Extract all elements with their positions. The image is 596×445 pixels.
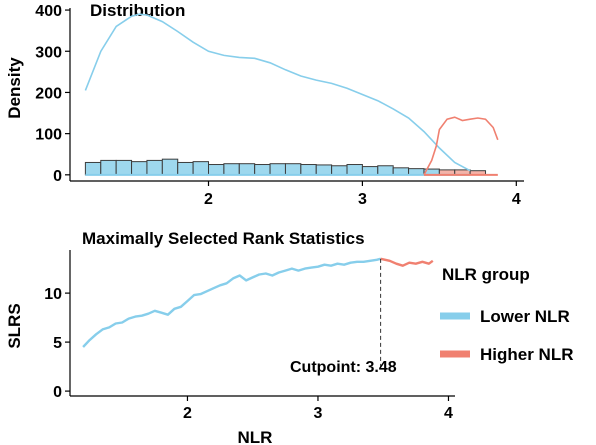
y-tick-label: 5 bbox=[53, 335, 62, 352]
y-tick-label: 0 bbox=[53, 384, 62, 401]
histogram-bar bbox=[115, 159, 133, 176]
rank-statistic-lines bbox=[82, 257, 434, 348]
x-tick-label: 2 bbox=[204, 191, 213, 208]
legend: NLR group Lower NLR Higher NLR bbox=[440, 265, 574, 364]
lower-density-line bbox=[84, 13, 471, 172]
rank-statistics-title: Maximally Selected Rank Statistics bbox=[82, 229, 365, 248]
x-axis-label: NLR bbox=[238, 428, 273, 445]
x-tick-label: 4 bbox=[444, 405, 453, 422]
histogram-bar bbox=[146, 159, 163, 176]
histogram-bar bbox=[346, 164, 363, 176]
histogram-bar bbox=[377, 165, 394, 176]
distribution-y-axis-label: Density bbox=[5, 57, 24, 119]
histogram-bar bbox=[208, 164, 225, 176]
histogram-bar bbox=[300, 164, 317, 176]
distribution-panel: Distribution Density 0 100 200 300 400 2 3 4 bbox=[5, 1, 524, 208]
rank-statistics-axes: 0 5 10 2 3 4 bbox=[44, 250, 455, 422]
y-tick-label: 200 bbox=[35, 85, 62, 102]
distribution-axes: 0 100 200 300 400 2 3 4 bbox=[35, 3, 524, 208]
histogram-bar bbox=[238, 163, 256, 176]
histogram-bar bbox=[177, 161, 194, 176]
histogram-bar bbox=[284, 163, 302, 176]
histogram-bar bbox=[315, 164, 333, 176]
density-lines bbox=[84, 13, 499, 176]
legend-items: Lower NLR Higher NLR bbox=[440, 307, 574, 364]
histogram-bar bbox=[131, 161, 148, 176]
y-tick-label: 10 bbox=[44, 286, 62, 303]
histogram-bar bbox=[161, 158, 179, 176]
x-tick-label: 3 bbox=[314, 405, 323, 422]
histogram-bar bbox=[254, 164, 271, 176]
x-tick-label: 3 bbox=[358, 191, 367, 208]
higher-rank-statistic-line bbox=[380, 257, 434, 267]
higher-density-line bbox=[423, 116, 499, 176]
cutpoint-label: Cutpoint: 3.48 bbox=[290, 359, 397, 376]
y-tick-label: 300 bbox=[35, 44, 62, 61]
higher-legend-label: Higher NLR bbox=[480, 345, 574, 364]
histogram-bar bbox=[361, 166, 379, 176]
histogram-bar bbox=[269, 163, 286, 176]
x-tick-label: 2 bbox=[183, 405, 192, 422]
rank-statistics-y-axis-label: SLRS bbox=[5, 303, 24, 348]
rank-statistics-panel: Maximally Selected Rank Statistics SLRS … bbox=[5, 229, 455, 445]
histogram-bar bbox=[100, 159, 117, 176]
histogram-bar bbox=[192, 161, 210, 176]
legend-title: NLR group bbox=[442, 265, 530, 284]
histogram-bar bbox=[223, 163, 240, 176]
histogram-bar bbox=[392, 167, 410, 176]
lower-rank-statistic-line bbox=[82, 257, 381, 348]
x-tick-label: 4 bbox=[512, 191, 521, 208]
histogram-bar bbox=[331, 165, 348, 176]
y-tick-label: 100 bbox=[35, 127, 62, 144]
histogram-bar bbox=[84, 161, 102, 176]
y-tick-label: 400 bbox=[35, 3, 62, 20]
lower-legend-label: Lower NLR bbox=[480, 307, 570, 326]
distribution-title: Distribution bbox=[90, 1, 185, 20]
y-tick-label: 0 bbox=[53, 168, 62, 185]
